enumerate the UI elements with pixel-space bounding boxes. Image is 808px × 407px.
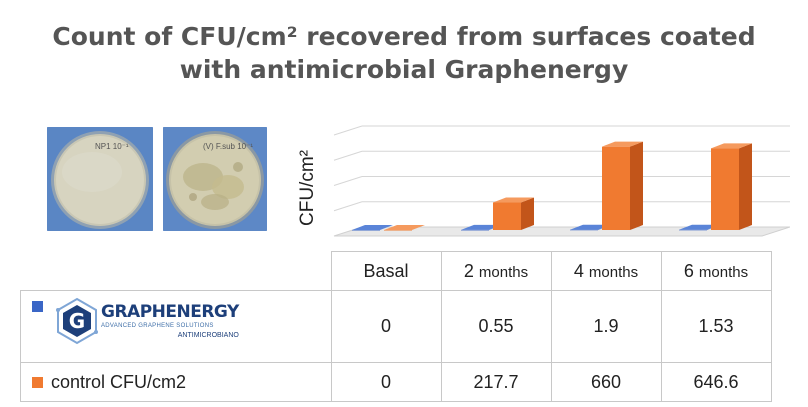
- graphenergy-hexagon-icon: G: [56, 297, 98, 345]
- header-cell-6-months: 6 months: [660, 251, 772, 291]
- legend-cell-control: control CFU/cm2: [20, 362, 332, 402]
- bar-graphenergy: [352, 230, 380, 231]
- table-row-graphenergy: G GRAPHENERGY ADVANCED GRAPHENE SOLUTION…: [20, 290, 772, 363]
- header-cell-basal: Basal: [330, 251, 442, 291]
- bar-control-top: [711, 143, 752, 149]
- gridline-depth: [333, 125, 363, 136]
- bar-control-top: [384, 225, 425, 230]
- header-cell-4-months: 4 months: [550, 251, 662, 291]
- bar-control-side: [630, 141, 643, 230]
- table-header-row: Basal 2 months 4 months 6 months: [20, 251, 772, 291]
- logo-sub: ANTIMICROBIANO: [177, 331, 239, 339]
- legend-swatch-graphenergy: [32, 301, 43, 312]
- bar-control: [493, 202, 521, 230]
- header-sub: months: [588, 263, 639, 281]
- cell-control-4-months: 660: [550, 362, 662, 402]
- bar-control-top: [493, 197, 534, 203]
- legend-cell-graphenergy: G GRAPHENERGY ADVANCED GRAPHENE SOLUTION…: [20, 290, 332, 363]
- bar-control: [384, 230, 412, 231]
- table-row-control: control CFU/cm2 0 217.7 660 646.6: [20, 362, 772, 402]
- header-sub: months: [698, 263, 749, 281]
- bar-graphenergy-top: [570, 224, 611, 230]
- bar-graphenergy-top: [461, 224, 502, 230]
- petri-dish-photo-control: (V) F.sub 10⁻¹: [163, 127, 267, 231]
- legend-label-control: control CFU/cm2: [51, 371, 187, 392]
- chart-title-line1: Count of CFU/cm² recovered from surfaces…: [52, 22, 756, 51]
- bar-graphenergy: [679, 229, 707, 231]
- header-main: 2: [463, 260, 474, 281]
- chart-title-line2: with antimicrobial Graphenergy: [179, 55, 629, 84]
- header-main: 4: [573, 260, 584, 281]
- legend-swatch-control: [32, 377, 43, 389]
- bar-control-top: [602, 141, 643, 147]
- petri-dish-photo-graphenergy: NP1 10⁻¹: [47, 127, 153, 231]
- bar-chart: [333, 125, 790, 237]
- cell-control-6-months: 646.6: [660, 362, 772, 402]
- header-main: Basal: [363, 260, 409, 281]
- y-axis-label: CFU/cm²: [297, 150, 318, 226]
- gridline-depth: [333, 150, 363, 161]
- cell-graphenergy-6-months: 1.53: [660, 290, 772, 363]
- header-sub: months: [478, 263, 529, 281]
- cell-control-basal: 0: [330, 362, 442, 402]
- svg-text:G: G: [69, 309, 85, 333]
- logo-tagline: ADVANCED GRAPHENE SOLUTIONS: [101, 322, 214, 329]
- bar-control: [711, 148, 739, 230]
- gridline-depth: [333, 201, 363, 212]
- bar-graphenergy-top: [679, 224, 720, 230]
- bar-graphenergy-top: [352, 225, 393, 230]
- logo-name: GRAPHENERGY: [101, 301, 239, 322]
- gridline-depth: [333, 176, 363, 186]
- bar-control: [602, 146, 630, 230]
- cell-control-2-months: 217.7: [440, 362, 552, 402]
- bar-control-side: [739, 143, 752, 230]
- bar-control-side: [521, 197, 534, 230]
- cell-graphenergy-4-months: 1.9: [550, 290, 662, 363]
- cell-graphenergy-basal: 0: [330, 290, 442, 363]
- handwriting-label: (V) F.sub 10⁻¹: [203, 142, 253, 151]
- bar-graphenergy: [570, 229, 598, 231]
- data-table: Basal 2 months 4 months 6 months G GRAPH…: [20, 251, 772, 402]
- handwriting-label: NP1 10⁻¹: [95, 142, 129, 151]
- graphenergy-logo: G GRAPHENERGY ADVANCED GRAPHENE SOLUTION…: [55, 297, 239, 345]
- cell-graphenergy-2-months: 0.55: [440, 290, 552, 363]
- table-corner: [20, 251, 332, 291]
- chart-title: Count of CFU/cm² recovered from surfaces…: [0, 20, 808, 86]
- bar-graphenergy: [461, 229, 489, 231]
- header-cell-2-months: 2 months: [440, 251, 552, 291]
- header-main: 6: [683, 260, 694, 281]
